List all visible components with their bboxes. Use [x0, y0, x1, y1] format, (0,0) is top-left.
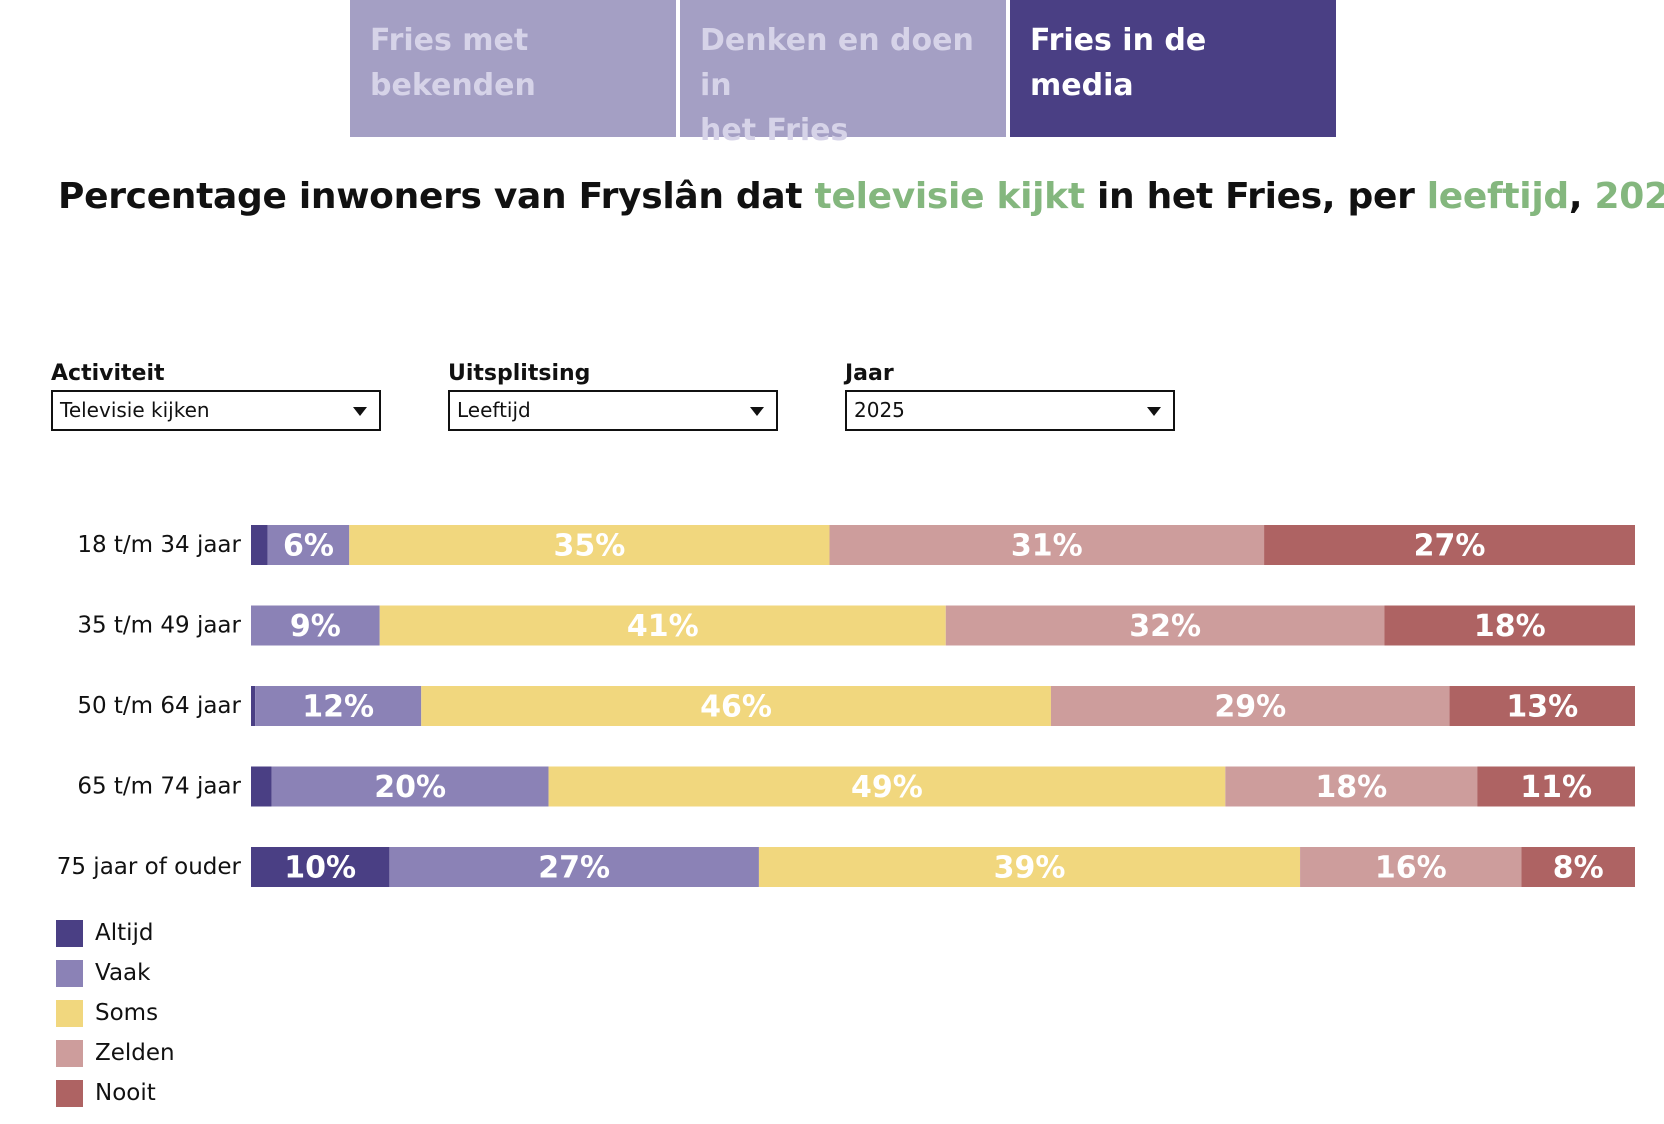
filter-activiteit-value: Televisie kijken: [60, 398, 210, 422]
title-highlight-breakdown: leeftijd: [1426, 176, 1569, 217]
legend-item-altijd[interactable]: Altijd: [56, 913, 175, 953]
bar-segment-soms[interactable]: [548, 766, 1226, 807]
bar-segment-vaak[interactable]: [267, 525, 350, 565]
data-label: 10%: [284, 851, 356, 886]
category-label: 35 t/m 49 jaar: [77, 613, 241, 639]
bar-segment-vaak[interactable]: [389, 847, 759, 887]
bar-segment-altijd[interactable]: [251, 766, 272, 807]
bar-segment-soms[interactable]: [379, 605, 946, 646]
data-label: 16%: [1375, 851, 1447, 886]
data-label: 18%: [1474, 609, 1546, 644]
data-label: 41%: [627, 609, 699, 644]
legend-item-soms[interactable]: Soms: [56, 993, 175, 1033]
filter-uitsplitsing: Uitsplitsing Leeftijd: [448, 358, 778, 431]
category-label: 18 t/m 34 jaar: [77, 532, 241, 558]
filter-uitsplitsing-label: Uitsplitsing: [448, 361, 591, 386]
legend-label: Vaak: [95, 960, 151, 986]
data-label: 18%: [1315, 770, 1387, 805]
chevron-down-icon[interactable]: [750, 407, 764, 416]
data-label: 46%: [700, 690, 772, 725]
category-label: 50 t/m 64 jaar: [77, 693, 241, 719]
data-label: 6%: [283, 529, 334, 564]
data-label: 32%: [1129, 609, 1201, 644]
data-label: 27%: [538, 851, 610, 886]
filter-jaar-value: 2025: [854, 398, 905, 422]
legend-swatch: [56, 1079, 83, 1107]
title-highlight-year: 2025: [1594, 176, 1664, 217]
legend-label: Nooit: [95, 1080, 156, 1106]
filter-jaar-label: Jaar: [845, 361, 894, 386]
chevron-down-icon[interactable]: [1147, 407, 1161, 416]
legend-swatch: [56, 1039, 83, 1067]
legend-label: Soms: [95, 1000, 159, 1026]
legend-item-nooit[interactable]: Nooit: [56, 1073, 175, 1113]
category-label: 65 t/m 74 jaar: [77, 774, 241, 800]
tab-fries-met-bekenden[interactable]: Fries met bekenden: [350, 0, 676, 137]
chevron-down-icon[interactable]: [353, 407, 367, 416]
stacked-bar-chart: 18 t/m 34 jaar 6% 35% 31% 27% 35 t/m 49 jaar 9…: [57, 525, 1635, 887]
title-highlight-activity: televisie kijkt: [814, 176, 1085, 217]
filter-activiteit: Activiteit Televisie kijken: [51, 358, 381, 431]
bar-segment-altijd[interactable]: [251, 847, 390, 887]
category-label: 75 jaar of ouder: [57, 854, 242, 880]
tab-label-line2: bekenden: [370, 68, 536, 103]
bar-segment-soms[interactable]: [349, 525, 830, 565]
data-label: 20%: [374, 770, 446, 805]
bar-segment-soms[interactable]: [421, 686, 1051, 726]
bar-segment-nooit[interactable]: [1521, 847, 1635, 887]
legend-label: Zelden: [95, 1040, 175, 1066]
filter-jaar-dropdown[interactable]: 2025: [845, 390, 1175, 431]
data-label: 49%: [851, 770, 923, 805]
bar-segment-nooit[interactable]: [1384, 605, 1635, 646]
tab-fries-in-de-media[interactable]: Fries in de media: [1010, 0, 1336, 137]
tab-label-line1: Fries in de media: [1030, 23, 1207, 103]
title-part2: in het Fries, per: [1084, 176, 1427, 217]
data-label: 29%: [1214, 690, 1286, 725]
bar-segment-vaak[interactable]: [271, 766, 549, 807]
tab-label-line2: het Fries: [700, 113, 849, 148]
bar-segment-zelden[interactable]: [945, 605, 1385, 646]
title-part1: Percentage inwoners van Fryslân dat: [58, 176, 815, 217]
filter-uitsplitsing-value: Leeftijd: [457, 398, 531, 422]
bar-segment-zelden[interactable]: [1225, 766, 1478, 807]
data-label: 9%: [290, 609, 341, 644]
data-label: 8%: [1553, 851, 1604, 886]
bar-segment-nooit[interactable]: [1264, 525, 1635, 565]
chart-legend: Altijd Vaak Soms Zelden Nooit: [56, 913, 175, 1113]
data-label: 11%: [1520, 770, 1592, 805]
filter-jaar: Jaar 2025: [845, 358, 1175, 431]
bar-segment-soms[interactable]: [758, 847, 1301, 887]
data-label: 31%: [1011, 529, 1083, 564]
bar-segment-vaak[interactable]: [255, 686, 422, 726]
legend-swatch: [56, 919, 83, 947]
data-label: 27%: [1414, 529, 1486, 564]
data-label: 13%: [1506, 690, 1578, 725]
legend-item-vaak[interactable]: Vaak: [56, 953, 175, 993]
legend-swatch: [56, 999, 83, 1027]
legend-swatch: [56, 959, 83, 987]
title-part3: ,: [1568, 176, 1595, 217]
bar-segment-nooit[interactable]: [1449, 686, 1635, 726]
chart-title: Percentage inwoners van Fryslân dat tele…: [58, 176, 1664, 217]
filter-uitsplitsing-dropdown[interactable]: Leeftijd: [448, 390, 778, 431]
data-label: 35%: [553, 529, 625, 564]
bar-segment-altijd[interactable]: [251, 525, 268, 565]
bar-segment-zelden[interactable]: [1300, 847, 1522, 887]
bar-segment-nooit[interactable]: [1477, 766, 1635, 807]
legend-item-zelden[interactable]: Zelden: [56, 1033, 175, 1073]
tab-label-line1: Fries met: [370, 23, 529, 58]
bar-segment-altijd[interactable]: [251, 686, 256, 726]
tab-denken-en-doen[interactable]: Denken en doen in het Fries: [680, 0, 1006, 148]
data-label: 39%: [994, 851, 1066, 886]
filter-activiteit-label: Activiteit: [51, 361, 165, 386]
bar-segment-zelden[interactable]: [829, 525, 1265, 565]
bar-segment-vaak[interactable]: [251, 605, 380, 646]
bar-segment-zelden[interactable]: [1050, 686, 1450, 726]
data-label: 12%: [302, 690, 374, 725]
tab-label-line1: Denken en doen in: [700, 23, 974, 103]
filter-activiteit-dropdown[interactable]: Televisie kijken: [51, 390, 381, 431]
legend-label: Altijd: [95, 920, 154, 946]
